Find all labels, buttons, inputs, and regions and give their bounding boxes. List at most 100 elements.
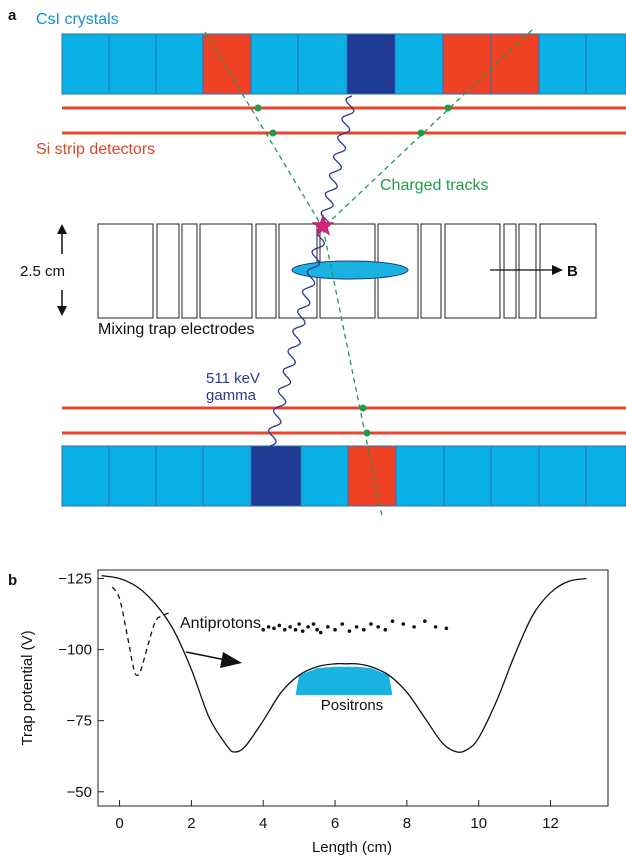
- antiproton-point: [423, 619, 427, 623]
- electrode: [255, 223, 277, 319]
- gamma-ray-up: [320, 95, 355, 229]
- electrode: [420, 223, 442, 319]
- crystal-hit-gamma: [250, 445, 302, 507]
- antiproton-point: [326, 625, 330, 629]
- antiproton-point: [311, 622, 316, 626]
- crystal: [297, 33, 348, 95]
- y-axis-ticks: −125 −100 −75 −50: [58, 571, 104, 801]
- crystal-hit-charged: [490, 33, 540, 95]
- antiproton-point: [318, 630, 323, 635]
- antiproton-points: [261, 619, 449, 635]
- crystal: [108, 445, 157, 507]
- crystal: [394, 33, 444, 95]
- x-tick-label: 8: [403, 815, 411, 832]
- antiproton-point: [383, 627, 388, 632]
- crystal: [202, 445, 252, 507]
- antiproton-point: [306, 625, 310, 629]
- x-tick-label: 0: [115, 815, 123, 832]
- antiproton-transfer-arrow: [185, 651, 242, 668]
- annihilation-vertex-star: [311, 214, 335, 236]
- antiproton-point: [369, 622, 373, 626]
- electrode: [539, 223, 597, 319]
- antiproton-point: [261, 627, 266, 632]
- x-tick-label: 10: [470, 815, 487, 832]
- positrons-label: Positrons: [321, 697, 384, 714]
- crystals-label: CsI crystals: [36, 11, 119, 28]
- antiproton-point: [282, 627, 287, 632]
- plot-frame: [97, 569, 609, 807]
- track-hits: [254, 104, 452, 437]
- crystal-hit-gamma: [346, 33, 396, 95]
- crystal: [443, 445, 492, 507]
- antiproton-point: [376, 625, 380, 629]
- panel-a-label: a: [8, 7, 17, 24]
- antiproton-point: [354, 625, 359, 629]
- antiproton-point: [288, 625, 292, 629]
- b-field-arrow: [490, 265, 563, 275]
- top-crystal-row: [61, 33, 626, 95]
- electrode: [503, 223, 517, 319]
- crystal: [250, 33, 299, 95]
- y-tick-label: −50: [67, 784, 92, 801]
- crystal: [395, 445, 445, 507]
- positron-cloud: [291, 260, 409, 280]
- scale-arrow: [57, 224, 67, 316]
- crystal: [585, 445, 626, 507]
- antiproton-point: [293, 627, 298, 632]
- charged-track-left: [204, 31, 324, 229]
- antiproton-point: [401, 622, 406, 626]
- crystal: [538, 445, 587, 507]
- electrode: [199, 223, 253, 319]
- antiproton-point: [412, 625, 416, 629]
- charged-track-down: [322, 227, 383, 517]
- crystal: [61, 445, 110, 507]
- electrode: [444, 223, 501, 319]
- x-tick-label: 4: [259, 815, 267, 832]
- antiproton-point: [444, 626, 449, 631]
- panel-b-label: b: [8, 572, 17, 589]
- crystal: [585, 33, 626, 95]
- x-tick-label: 12: [542, 815, 559, 832]
- crystal-hit-charged: [442, 33, 492, 95]
- electrode: [518, 223, 537, 319]
- bottom-crystal-row: [61, 445, 626, 507]
- y-tick-label: −100: [58, 642, 92, 659]
- scale-label: 2.5 cm: [20, 263, 65, 280]
- antiproton-point: [347, 629, 352, 633]
- x-axis-ticks: 0 2 4 6 8 10 12: [115, 800, 559, 832]
- antiproton-point: [361, 627, 366, 632]
- y-tick-label: −125: [58, 571, 92, 588]
- track-hit: [359, 404, 367, 412]
- crystal: [108, 33, 157, 95]
- antiproton-point: [277, 623, 282, 628]
- antiproton-point: [433, 625, 438, 629]
- antiprotons-label: Antiprotons: [180, 615, 261, 632]
- electrode: [181, 223, 198, 319]
- electrode: [97, 223, 154, 319]
- positron-cloud-fill: [295, 666, 393, 696]
- crystal-hit-charged: [347, 445, 397, 507]
- track-hit: [254, 104, 262, 112]
- antiproton-well-dashed-curve: [111, 586, 171, 676]
- y-tick-label: −75: [67, 713, 92, 730]
- antiproton-point: [333, 627, 337, 632]
- antiproton-point: [390, 619, 395, 623]
- track-hit: [269, 129, 277, 137]
- crystal: [490, 445, 540, 507]
- antiproton-point: [315, 627, 319, 632]
- antiproton-point: [266, 625, 271, 629]
- gamma-label-line1: 511 keV: [206, 370, 260, 387]
- charged-track-right: [322, 29, 533, 229]
- antiproton-point: [340, 622, 345, 626]
- electrode: [156, 223, 180, 319]
- antiproton-point: [297, 622, 301, 626]
- x-tick-label: 6: [331, 815, 339, 832]
- crystal: [155, 445, 204, 507]
- crystal: [155, 33, 204, 95]
- antiproton-point: [272, 626, 276, 631]
- track-hit: [444, 104, 452, 112]
- antiproton-point: [300, 629, 305, 633]
- x-tick-label: 2: [187, 815, 195, 832]
- crystal: [538, 33, 587, 95]
